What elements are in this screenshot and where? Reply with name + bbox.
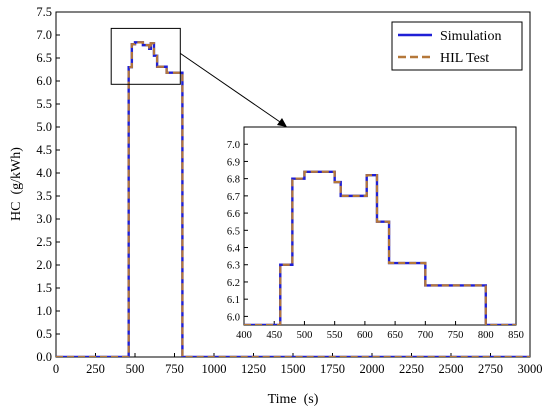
main-x-tick-label: 750 [165,362,184,376]
main-x-tick-label: 250 [86,362,105,376]
main-y-tick-label: 6.0 [36,74,52,88]
inset-y-tick-label: 6.2 [227,278,240,289]
main-x-tick-label: 1000 [202,362,227,376]
main-y-tick-label: 3.5 [36,189,52,203]
main-series-hil-test [56,41,530,357]
main-y-tick-label: 0.0 [36,350,52,364]
main-y-tick-label: 7.5 [36,5,52,19]
main-x-tick-label: 1250 [241,362,266,376]
inset-series-layer [244,170,516,325]
main-x-tick-label: 2500 [439,362,464,376]
inset-y-tick-label: 6.8 [227,175,240,186]
legend: Simulation HIL Test [391,21,523,71]
inset-plot-frame [243,126,517,326]
main-y-tick-label: 2.5 [36,235,52,249]
inset-x-tick-label: 400 [236,330,252,341]
inset-y-tick-label: 6.0 [227,312,240,323]
main-x-tick-label: 1500 [281,362,306,376]
inset-y-tick-label: 6.3 [227,261,240,272]
inset-y-tick-label: 6.9 [227,157,240,168]
inset-y-tick-label: 7.0 [227,140,240,151]
main-y-tick-label: 1.5 [36,281,52,295]
main-x-tick-label: 3000 [518,362,543,376]
main-x-tick-label: 2750 [478,362,503,376]
inset-y-tick-label: 6.4 [227,244,241,255]
main-x-tick-label: 2250 [399,362,424,376]
inset-x-tick-label: 650 [387,330,403,341]
main-axis-ticks: 0 250 500 750 1000 1250 1500 1750 2000 2250 2500 27… [36,5,542,376]
main-x-tick-label: 2000 [360,362,385,376]
zoom-annotation [110,27,287,127]
x-axis-title: Time (s) [268,392,319,407]
main-y-tick-label: 6.5 [36,51,52,65]
y-axis-title: HC (g/kWh) [9,147,24,221]
main-y-tick-label: 7.0 [36,28,52,42]
zoom-box [110,27,181,85]
inset-x-tick-label: 800 [478,330,494,341]
inset-y-tick-label: 6.6 [227,209,240,220]
main-y-tick-label: 5.0 [36,120,52,134]
inset-x-tick-label: 700 [417,330,433,341]
zoom-arrow-head [277,118,287,127]
zoom-arrow-line [180,52,284,125]
main-x-tick-label: 0 [53,362,59,376]
inset-x-tick-label: 450 [266,330,282,341]
inset-x-tick-label: 750 [448,330,464,341]
inset-x-tick-label: 550 [327,330,343,341]
main-series-layer [56,41,530,357]
inset-axis-ticks: 400 450 500 550 600 650 700 750 800 850 6.0 6.1 6.2 6… [227,140,524,341]
main-y-tick-label: 2.0 [36,258,52,272]
main-x-tick-label: 500 [126,362,145,376]
main-x-tick-label: 1750 [320,362,345,376]
main-y-tick-label: 5.5 [36,97,52,111]
main-y-tick-label: 4.5 [36,143,52,157]
main-y-tick-label: 4.0 [36,166,52,180]
main-y-tick-label: 1.0 [36,304,52,318]
legend-hil-label: HIL Test [440,51,489,66]
main-y-tick-label: 3.0 [36,212,52,226]
main-y-tick-label: 0.5 [36,327,52,341]
inset-x-tick-label: 850 [508,330,524,341]
inset-y-tick-label: 6.1 [227,295,240,306]
inset-y-tick-label: 6.7 [227,192,240,203]
inset-x-tick-label: 600 [357,330,373,341]
inset-x-tick-label: 500 [297,330,313,341]
inset-y-tick-label: 6.5 [227,226,240,237]
inset-series-hil-test [244,170,516,325]
legend-simulation-label: Simulation [440,29,501,44]
legend-frame [391,21,523,71]
